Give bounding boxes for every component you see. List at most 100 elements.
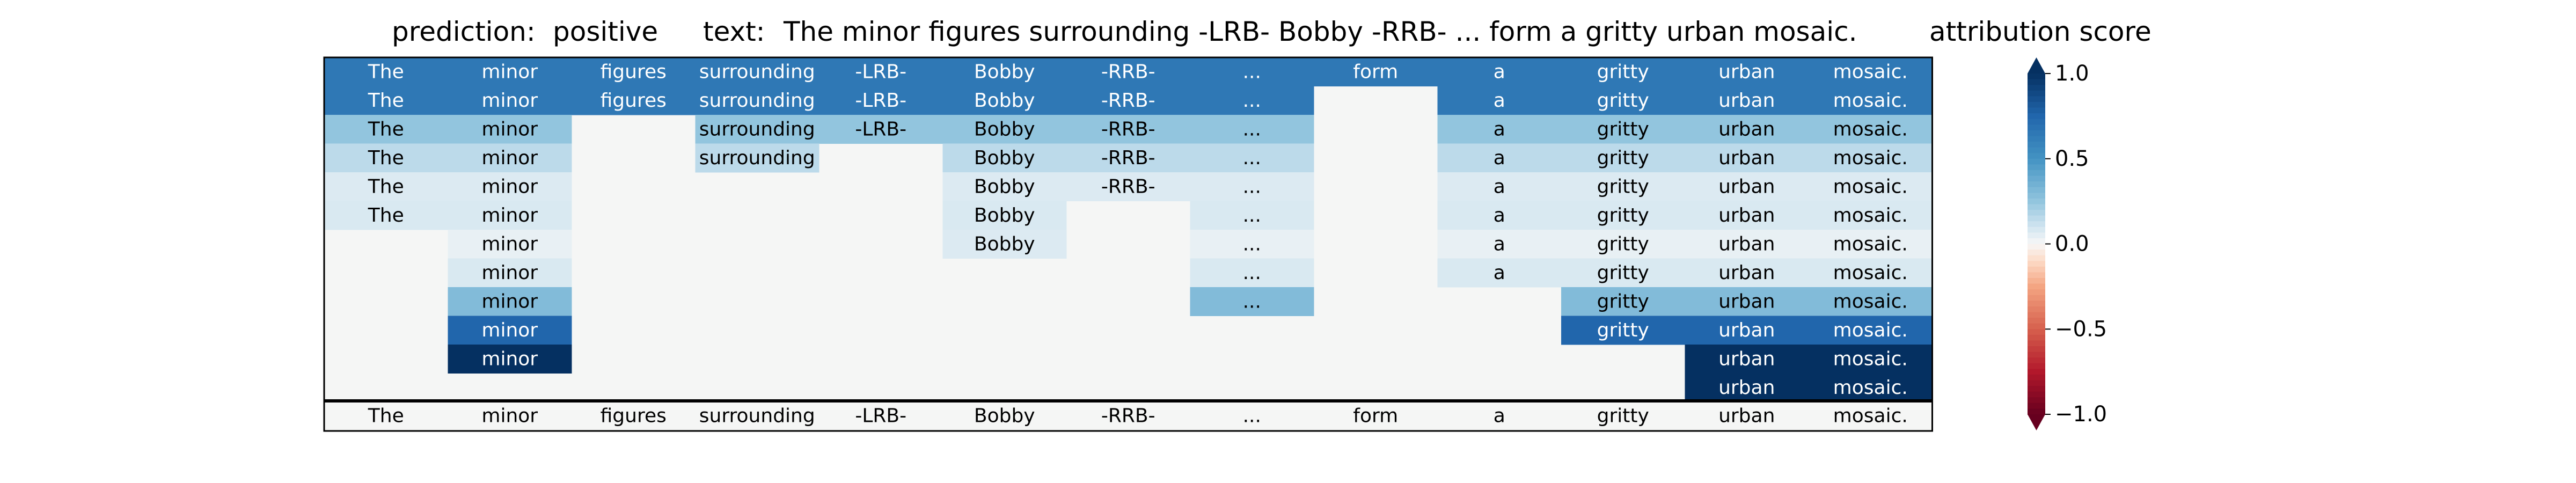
heatmap-cell — [1190, 258, 1314, 288]
colorbar-segment — [2028, 85, 2045, 91]
heatmap-cell — [1190, 86, 1314, 115]
cell-token-label: a — [1494, 175, 1505, 197]
cell-token-label: gritty — [1597, 147, 1649, 169]
colorbar-segment — [2028, 255, 2045, 262]
cell-token-label: minor — [481, 61, 538, 83]
colorbar-segment — [2028, 352, 2045, 358]
token-label: surrounding — [699, 405, 815, 427]
colorbar-segment — [2028, 113, 2045, 120]
cell-token-label: -RRB- — [1101, 90, 1155, 112]
heatmap-cell — [1809, 373, 1933, 402]
heatmap-cell — [1809, 316, 1933, 345]
cell-token-label: mosaic. — [1833, 319, 1908, 341]
heatmap-cell — [1437, 57, 1562, 86]
heatmap-cell — [1190, 230, 1314, 259]
colorbar-segment — [2028, 318, 2045, 324]
heatmap-cell — [942, 201, 1067, 230]
cell-token-label: -LRB- — [855, 118, 906, 140]
colorbar-title: attribution score — [1929, 16, 2151, 47]
heatmap-cell — [942, 143, 1067, 173]
token-label: Bobby — [974, 405, 1035, 427]
cell-token-label: The — [368, 147, 404, 169]
colorbar-segment — [2028, 198, 2045, 205]
colorbar-segment — [2028, 289, 2045, 296]
cell-token-label: -RRB- — [1101, 61, 1155, 83]
cell-token-label: gritty — [1597, 233, 1649, 255]
cell-token-label: urban — [1718, 175, 1775, 197]
heatmap-cell — [1809, 287, 1933, 316]
heatmap-cell — [1561, 86, 1685, 115]
heatmap-cell — [1066, 57, 1190, 86]
heatmap-cell — [324, 172, 448, 201]
colorbar-segment — [2028, 96, 2045, 103]
heatmap-cell — [572, 86, 696, 115]
heatmap-cell — [572, 57, 696, 86]
heatmap-cell — [324, 201, 448, 230]
token-label: ... — [1243, 405, 1261, 427]
heatmap-cell — [1437, 86, 1562, 115]
cell-token-label: urban — [1718, 290, 1775, 312]
heatmap-cell — [1685, 86, 1809, 115]
colorbar-segment — [2028, 329, 2045, 335]
heatmap-cell — [819, 57, 943, 86]
colorbar-segment — [2028, 346, 2045, 353]
heatmap-cell — [1561, 115, 1685, 144]
token-label: urban — [1718, 405, 1775, 427]
colorbar-segment — [2028, 164, 2045, 171]
heatmap-cell — [448, 258, 572, 288]
cell-token-label: Bobby — [974, 175, 1035, 197]
heatmap-cell — [324, 86, 448, 115]
cell-token-label: minor — [481, 147, 538, 169]
heatmap-cell — [1561, 172, 1685, 201]
heatmap-cell — [1066, 143, 1190, 173]
cell-token-label: mosaic. — [1833, 262, 1908, 284]
cell-token-label: -LRB- — [855, 90, 906, 112]
colorbar-segment — [2028, 391, 2045, 398]
colorbar-segment — [2028, 374, 2045, 381]
cell-token-label: gritty — [1597, 90, 1649, 112]
heatmap-cell — [324, 143, 448, 173]
cell-token-label: urban — [1718, 118, 1775, 140]
cell-token-label: a — [1494, 118, 1505, 140]
heatmap-cell — [1066, 172, 1190, 201]
heatmap-cell — [1561, 316, 1685, 345]
heatmap-cell — [448, 143, 572, 173]
cell-token-label: form — [1353, 61, 1398, 83]
cell-token-label: mosaic. — [1833, 233, 1908, 255]
colorbar-segment — [2028, 363, 2045, 370]
cell-token-label: -RRB- — [1101, 175, 1155, 197]
token-label: gritty — [1597, 405, 1649, 427]
heatmap-cell — [1561, 287, 1685, 316]
colorbar-segment — [2028, 215, 2045, 222]
colorbar-segment — [2028, 204, 2045, 210]
cell-token-label: minor — [481, 90, 538, 112]
colorbar-tick-label: 1.0 — [2055, 61, 2089, 86]
token-label: form — [1353, 405, 1398, 427]
heatmap-cell — [448, 201, 572, 230]
token-label: figures — [601, 405, 667, 427]
heatmap-cell — [695, 86, 819, 115]
cell-token-label: mosaic. — [1833, 204, 1908, 226]
cell-token-label: minor — [481, 233, 538, 255]
token-label: minor — [481, 405, 538, 427]
heatmap-cell — [324, 115, 448, 144]
cell-token-label: gritty — [1597, 61, 1649, 83]
cell-token-label: mosaic. — [1833, 348, 1908, 370]
colorbar-segment — [2028, 101, 2045, 108]
heatmap-cell — [819, 115, 943, 144]
heatmap-cell — [1066, 86, 1190, 115]
cell-token-label: minor — [481, 348, 538, 370]
heatmap-cell — [1809, 201, 1933, 230]
cell-token-label: a — [1494, 61, 1505, 83]
colorbar-segment — [2028, 408, 2045, 415]
colorbar-segment — [2028, 193, 2045, 199]
heatmap-cell — [324, 57, 448, 86]
colorbar-segment — [2028, 397, 2045, 404]
colorbar-segment — [2028, 181, 2045, 188]
cell-token-label: mosaic. — [1833, 290, 1908, 312]
cell-token-label: urban — [1718, 348, 1775, 370]
colorbar-extend-max — [2028, 57, 2045, 74]
colorbar-segment — [2028, 283, 2045, 290]
cell-token-label: urban — [1718, 204, 1775, 226]
heatmap-cell — [1809, 230, 1933, 259]
